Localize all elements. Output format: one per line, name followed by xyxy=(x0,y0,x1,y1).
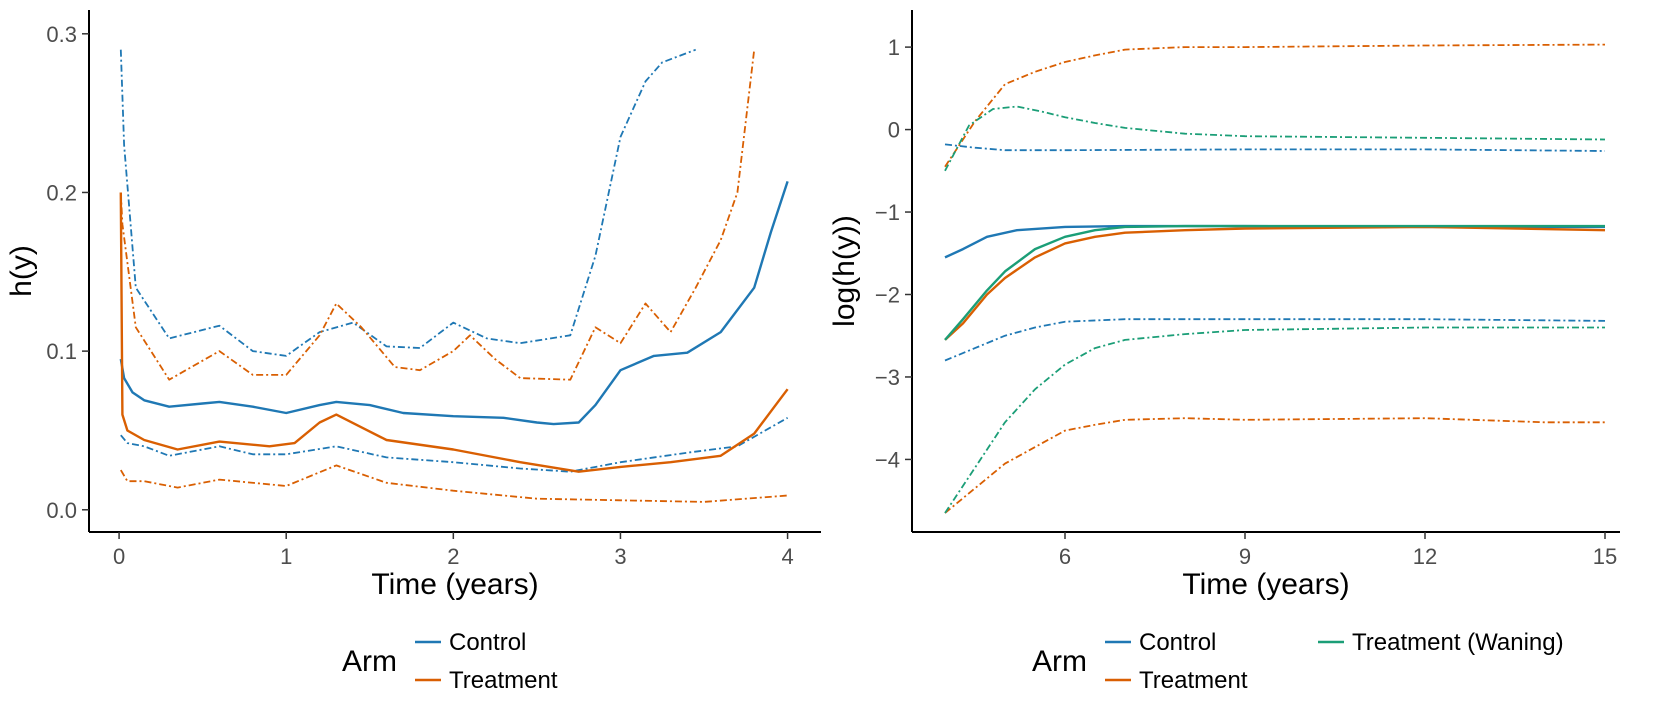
y-tick-label: 0.2 xyxy=(46,180,77,205)
series-line-treatment-bound xyxy=(120,464,788,503)
x-tick-label: 0 xyxy=(113,544,125,569)
x-tick-label: 2 xyxy=(447,544,459,569)
x-tick-label: 12 xyxy=(1413,544,1437,569)
y-tick-label: −1 xyxy=(875,200,900,225)
legend-label-control: Control xyxy=(1139,629,1216,656)
y-tick-label: 0.1 xyxy=(46,339,77,364)
series-group xyxy=(119,48,789,503)
x-tick-label: 9 xyxy=(1239,544,1251,569)
series-line-treatment-bound xyxy=(944,417,1605,514)
series-line-control-bound xyxy=(944,318,1606,362)
x-tick-label: 6 xyxy=(1059,544,1071,569)
x-axis-title: Time (years) xyxy=(371,568,538,601)
series-line-treatment-bound xyxy=(119,49,756,381)
legend-label-treatment-waning: Treatment (Waning) xyxy=(1352,629,1564,656)
series-line-treatment-estimate xyxy=(119,192,789,473)
legend: Arm Control Treatment xyxy=(342,629,558,694)
legend-title: Arm xyxy=(342,645,397,678)
x-axis-title: Time (years) xyxy=(1182,568,1349,601)
y-axis-title: log(h(y)) xyxy=(828,215,861,327)
y-axis-title: h(y) xyxy=(5,245,38,297)
series-line-treatment-waning-bound xyxy=(944,105,1606,172)
legend-label-treatment: Treatment xyxy=(1139,667,1248,694)
panel-2: 6 9 12 15 1 0 −1 −2 −3 −4 Time (years) log(h(y)) Arm… xyxy=(828,10,1620,694)
y-tick-label: 0.3 xyxy=(46,22,77,47)
x-tick-label: 4 xyxy=(781,544,793,569)
y-tick-label: 0.0 xyxy=(46,498,77,523)
legend-label-control: Control xyxy=(449,629,526,656)
series-line-control-bound xyxy=(944,143,1606,152)
legend-label-treatment: Treatment xyxy=(449,667,558,694)
series-line-treatment-bound xyxy=(944,43,1606,168)
series-line-control-bound xyxy=(119,48,697,357)
series-line-control-bound xyxy=(120,417,789,473)
series-line-control-estimate xyxy=(119,181,789,426)
panel-1: 0 1 2 3 4 0.0 0.1 0.2 0.3 Time (years) h(y) Arm Cont… xyxy=(5,10,821,694)
legend-title: Arm xyxy=(1032,645,1087,678)
y-tick-label: −4 xyxy=(875,447,900,472)
y-tick-label: 0 xyxy=(888,118,900,143)
y-tick-label: −3 xyxy=(875,365,900,390)
y-tick-label: −2 xyxy=(875,283,900,308)
series-line-treatment-waning-estimate xyxy=(944,224,1605,341)
series-group xyxy=(944,43,1606,514)
legend: Arm Control Treatment Treatment (Waning) xyxy=(1032,629,1564,694)
x-tick-label: 1 xyxy=(280,544,292,569)
series-line-treatment-waning-bound xyxy=(944,326,1605,514)
series-line-treatment-estimate xyxy=(944,225,1606,341)
x-tick-label: 3 xyxy=(614,544,626,569)
x-tick-label: 15 xyxy=(1593,544,1617,569)
y-tick-label: 1 xyxy=(888,35,900,60)
